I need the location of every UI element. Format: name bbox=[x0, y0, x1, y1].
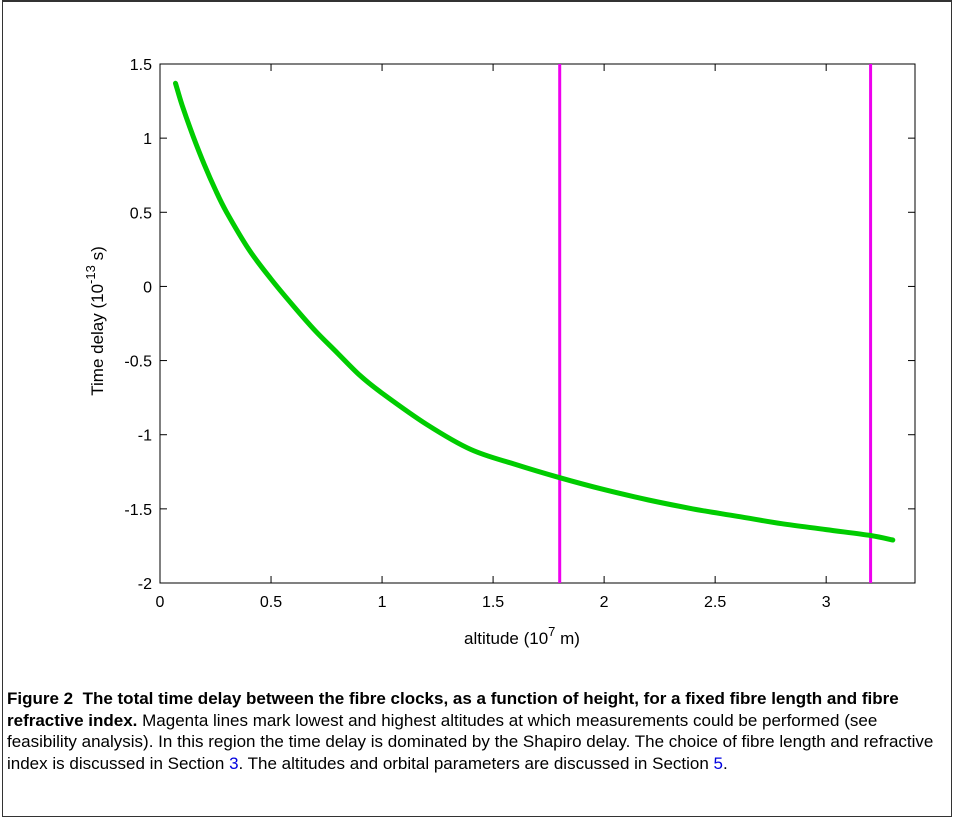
caption-text-1: Magenta lines mark lowest and highest al… bbox=[7, 710, 934, 773]
y-tick-label: -1.5 bbox=[124, 502, 152, 519]
data-series bbox=[173, 80, 896, 543]
section-3-link[interactable]: 3 bbox=[229, 753, 239, 773]
altitude-limit-lines bbox=[558, 64, 873, 583]
figure-label: Figure 2 bbox=[7, 689, 74, 708]
x-tick-label: 0.5 bbox=[260, 594, 282, 611]
y-tick-label: 1.5 bbox=[130, 57, 152, 74]
x-tick-labels: 0 0.5 1 1.5 2 2.5 3 bbox=[156, 594, 831, 611]
x-axis-label-exponent: 7 bbox=[548, 624, 555, 639]
frame-top-border bbox=[2, 0, 952, 2]
x-tick-label: 1 bbox=[378, 594, 387, 611]
y-tick-label: 1 bbox=[143, 131, 152, 148]
y-tick-label: -0.5 bbox=[124, 354, 152, 371]
x-tick-label: 0 bbox=[156, 594, 165, 611]
y-tick-label: -2 bbox=[138, 576, 152, 593]
caption-text-2: . The altitudes and orbital parameters a… bbox=[238, 753, 714, 773]
axis-ticks bbox=[159, 63, 915, 584]
x-tick-label: 2 bbox=[600, 594, 609, 611]
x-tick-label: 3 bbox=[822, 594, 831, 611]
figure-title: The total time delay between the fibre c… bbox=[7, 689, 899, 730]
x-tick-label: 1.5 bbox=[482, 594, 504, 611]
y-tick-labels: -2 -1.5 -1 -0.5 0 0.5 1 1.5 bbox=[124, 57, 152, 593]
y-tick-label: 0 bbox=[143, 279, 152, 296]
caption-text-3: . bbox=[723, 753, 728, 773]
plot-area bbox=[159, 63, 916, 584]
section-5-link[interactable]: 5 bbox=[713, 753, 724, 773]
figure-caption: Figure 2 The total time delay between th… bbox=[7, 688, 937, 774]
y-axis-label-exponent: -13 bbox=[83, 265, 98, 284]
x-axis-label: altitude (107 m) bbox=[464, 624, 580, 648]
y-tick-label: 0.5 bbox=[130, 205, 152, 222]
x-tick-label: 2.5 bbox=[704, 594, 726, 611]
y-axis-label: Time delay (10-13 s) bbox=[83, 246, 107, 396]
time-delay-chart: 0 0.5 1 1.5 2 2.5 3 -2 -1.5 -1 -0.5 0 0.5 1 1.5 altit… bbox=[83, 57, 916, 648]
time-delay-curve bbox=[173, 80, 896, 543]
y-tick-label: -1 bbox=[138, 428, 152, 445]
